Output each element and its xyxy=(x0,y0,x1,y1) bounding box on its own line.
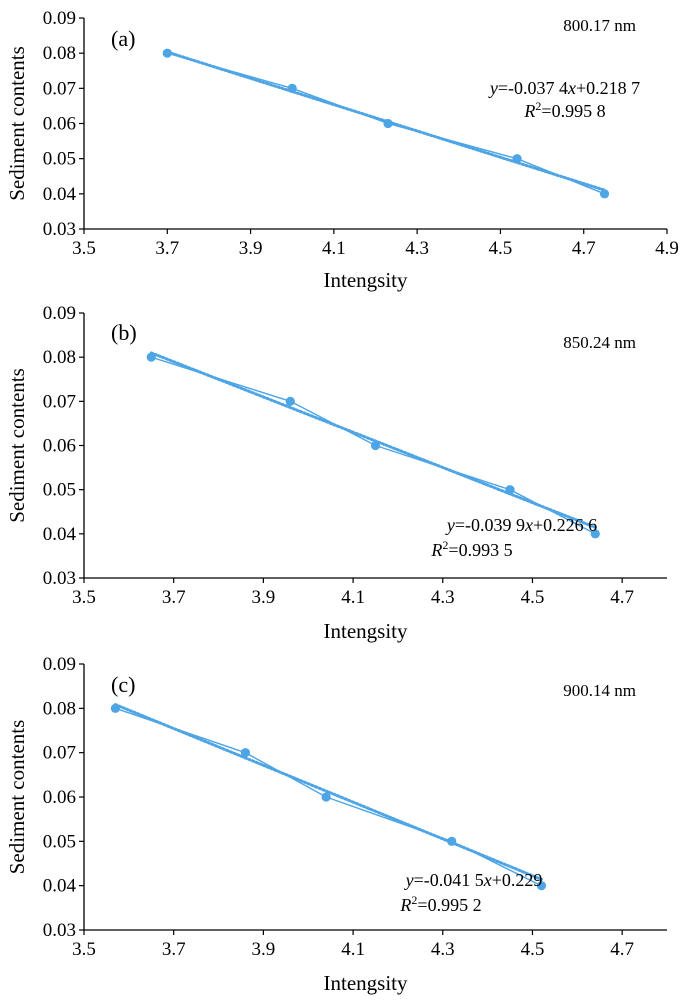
r-squared: R2=0.995 8 xyxy=(523,99,605,121)
y-tick-label: 0.08 xyxy=(43,347,76,368)
data-point xyxy=(240,748,251,758)
y-tick-label: 0.07 xyxy=(43,78,76,99)
data-point xyxy=(162,48,172,58)
trendline xyxy=(149,351,597,529)
panel-label: (a) xyxy=(111,26,135,51)
data-point xyxy=(536,881,547,891)
y-tick-label: 0.05 xyxy=(43,149,76,170)
y-tick-label: 0.07 xyxy=(43,391,76,412)
x-tick-label: 4.7 xyxy=(610,587,634,608)
x-tick-label: 4.3 xyxy=(431,587,455,608)
panel-label: (b) xyxy=(111,320,137,345)
regression-equation: y=-0.041 5x+0.229 xyxy=(404,870,543,890)
y-axis-title: Sediment contents xyxy=(5,720,29,875)
chart-panel-2: 0.03 0.04 0.05 0.06 0.07 0.08 0.09 3.5 3.7 3.9 4.1… xyxy=(5,303,667,643)
y-tick-label: 0.09 xyxy=(43,654,76,675)
y-tick-label: 0.07 xyxy=(43,743,76,764)
r-squared: R2=0.993 5 xyxy=(430,538,512,560)
chart-panel-3: 0.03 0.04 0.05 0.06 0.07 0.08 0.09 3.5 3.7 3.9 4.1… xyxy=(5,654,667,995)
y-tick-label: 0.03 xyxy=(43,920,76,941)
x-tick-label: 4.1 xyxy=(322,238,346,259)
y-tick-label: 0.03 xyxy=(43,568,76,589)
x-tick-label: 3.5 xyxy=(72,939,96,960)
x-tick-label: 3.9 xyxy=(252,587,276,608)
y-tick-label: 0.04 xyxy=(43,184,77,205)
x-tick-label: 3.7 xyxy=(162,939,186,960)
x-tick-label: 4.1 xyxy=(341,939,365,960)
x-tick-label: 4.5 xyxy=(489,238,513,259)
y-tick-label: 0.06 xyxy=(43,436,76,457)
y-tick-label: 0.03 xyxy=(43,219,76,240)
data-point xyxy=(370,440,381,451)
x-tick-label: 3.9 xyxy=(252,939,276,960)
x-tick-label: 3.5 xyxy=(72,238,96,259)
x-tick-label: 4.5 xyxy=(521,939,545,960)
data-point xyxy=(110,703,120,713)
x-axis-title: Intengsity xyxy=(324,268,408,292)
r-squared: R2=0.995 2 xyxy=(399,893,481,915)
y-tick-label: 0.06 xyxy=(43,787,76,808)
x-tick-label: 3.5 xyxy=(72,587,96,608)
panel-label: (c) xyxy=(111,672,135,697)
y-tick-label: 0.09 xyxy=(43,8,76,29)
wavelength-label: 800.17 nm xyxy=(563,16,636,35)
x-tick-label: 4.7 xyxy=(572,238,596,259)
x-tick-label: 4.9 xyxy=(655,238,679,259)
x-tick-label: 4.3 xyxy=(431,939,455,960)
data-point xyxy=(590,529,600,539)
x-axis-title: Intengsity xyxy=(324,971,408,995)
regression-equation: y=-0.037 4x+0.218 7 xyxy=(488,78,640,98)
data-point xyxy=(512,154,522,164)
y-tick-label: 0.05 xyxy=(43,480,76,501)
x-tick-label: 4.7 xyxy=(610,939,634,960)
y-axis-title: Sediment contents xyxy=(5,46,29,201)
data-point xyxy=(599,189,610,199)
y-tick-label: 0.05 xyxy=(43,831,76,852)
x-tick-label: 3.9 xyxy=(239,238,263,259)
regression-equation: y=-0.039 9x+0.226 6 xyxy=(445,515,597,535)
x-tick-label: 3.7 xyxy=(155,238,179,259)
y-tick-label: 0.06 xyxy=(43,114,76,135)
data-point xyxy=(505,485,515,495)
x-tick-label: 3.7 xyxy=(162,587,186,608)
data-point xyxy=(321,792,331,802)
y-axis-title: Sediment contents xyxy=(5,368,29,523)
data-point xyxy=(146,352,156,362)
x-tick-label: 4.5 xyxy=(521,587,545,608)
data-point xyxy=(447,836,457,846)
x-tick-label: 4.3 xyxy=(405,238,429,259)
data-point xyxy=(287,83,297,93)
wavelength-label: 850.24 nm xyxy=(563,333,636,352)
chart-panel-1: 0.03 0.04 0.05 0.06 0.07 0.08 0.09 3.5 3.7 3.9 4.1… xyxy=(5,8,679,292)
data-point xyxy=(383,118,393,129)
y-tick-label: 0.08 xyxy=(43,43,76,64)
x-axis-title: Intengsity xyxy=(324,619,408,643)
data-point xyxy=(285,396,295,406)
x-tick-label: 4.1 xyxy=(341,587,365,608)
y-tick-label: 0.04 xyxy=(43,876,77,897)
y-tick-label: 0.08 xyxy=(43,698,76,719)
wavelength-label: 900.14 nm xyxy=(563,681,636,700)
y-tick-label: 0.04 xyxy=(43,524,77,545)
y-tick-label: 0.09 xyxy=(43,303,76,324)
